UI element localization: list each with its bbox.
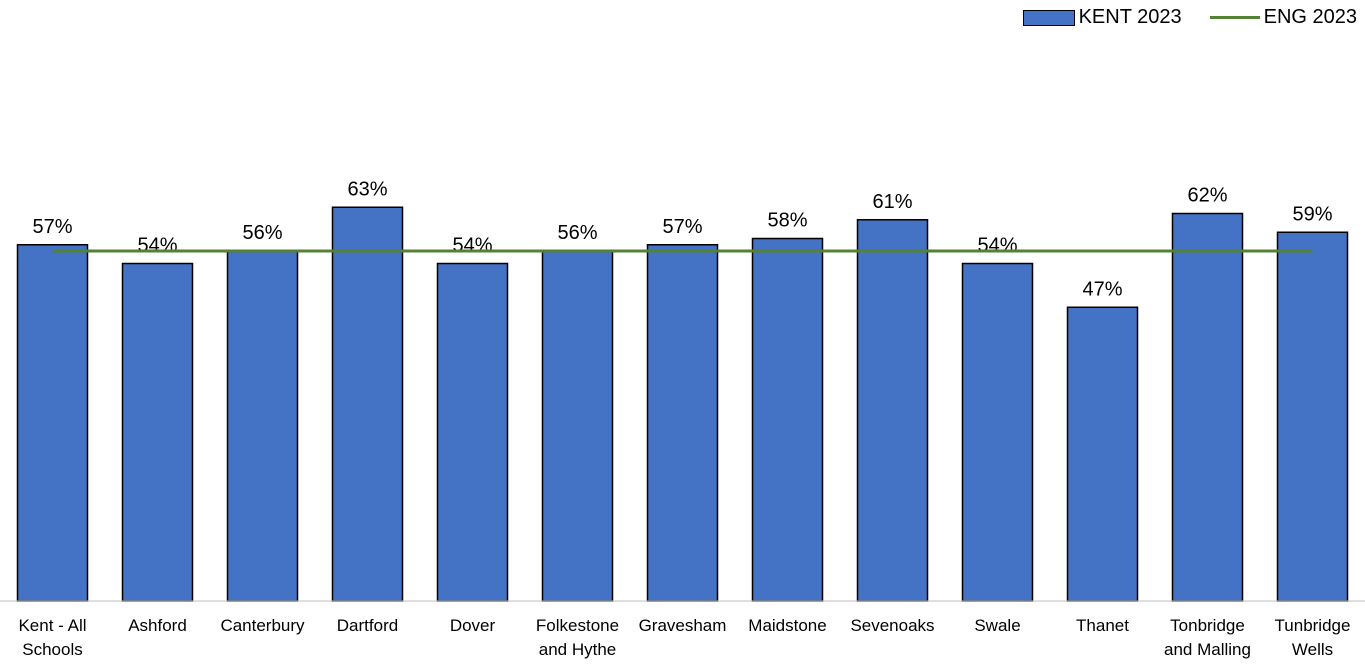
chart-legend: KENT 2023 ENG 2023 xyxy=(1022,6,1357,29)
x-tick-label: Ashford xyxy=(128,616,187,635)
bar xyxy=(1171,212,1244,602)
bar xyxy=(646,244,719,602)
data-label: 56% xyxy=(557,222,597,244)
data-label: 58% xyxy=(767,210,807,232)
data-label: 62% xyxy=(1187,185,1227,207)
data-label: 54% xyxy=(977,235,1017,257)
x-tick-label: Canterbury xyxy=(220,616,305,635)
data-label: 63% xyxy=(347,178,387,200)
bar xyxy=(121,262,194,602)
legend-item-eng: ENG 2023 xyxy=(1209,6,1357,29)
bar xyxy=(856,219,929,602)
legend-item-kent: KENT 2023 xyxy=(1022,6,1182,29)
bar xyxy=(541,250,614,602)
x-tick-label: Tonbridge and Malling xyxy=(1164,616,1251,659)
bar xyxy=(751,237,824,602)
data-label: 47% xyxy=(1082,278,1122,300)
data-label: 57% xyxy=(662,216,702,238)
bar xyxy=(331,206,404,602)
x-tick-label: Maidstone xyxy=(748,616,826,635)
x-tick-label: Tunbridge Wells xyxy=(1275,616,1351,659)
x-tick-label: Sevenoaks xyxy=(850,616,934,635)
x-tick-label: Swale xyxy=(974,616,1020,635)
bar xyxy=(1066,306,1139,602)
data-label: 57% xyxy=(32,216,72,238)
data-label: 54% xyxy=(137,235,177,257)
legend-swatch-line xyxy=(1209,16,1260,19)
x-tick-label: Dover xyxy=(450,616,496,635)
bar xyxy=(1276,231,1349,602)
x-tick-label: Thanet xyxy=(1076,616,1129,635)
bar xyxy=(436,262,509,602)
bar xyxy=(16,244,89,602)
data-label: 56% xyxy=(242,222,282,244)
legend-label-kent: KENT 2023 xyxy=(1078,6,1182,28)
bar xyxy=(961,262,1034,602)
data-label: 54% xyxy=(452,235,492,257)
data-label: 61% xyxy=(872,191,912,213)
x-tick-label: Folkestone and Hythe xyxy=(536,616,619,659)
legend-label-eng: ENG 2023 xyxy=(1263,6,1357,28)
x-tick-label: Dartford xyxy=(337,616,398,635)
x-tick-label: Kent - All Schools xyxy=(18,616,86,659)
data-label: 59% xyxy=(1292,203,1332,225)
bar xyxy=(226,250,299,602)
x-tick-label: Gravesham xyxy=(639,616,727,635)
legend-swatch-bar xyxy=(1022,9,1075,26)
